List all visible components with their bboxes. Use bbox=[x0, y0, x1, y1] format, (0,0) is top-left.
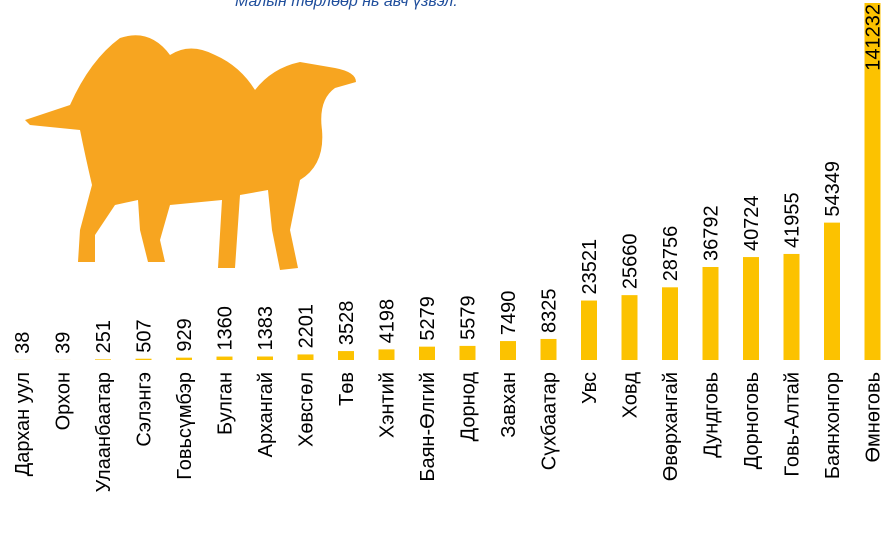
bar bbox=[176, 357, 192, 360]
x-tick-label: Увс bbox=[579, 372, 601, 404]
x-tick-label: Сүхбаатар bbox=[539, 372, 561, 470]
value-label: 28756 bbox=[660, 226, 682, 282]
value-label: 38 bbox=[12, 332, 34, 354]
bar bbox=[540, 338, 557, 360]
x-tick-label: Ховд bbox=[620, 372, 642, 419]
value-label: 251 bbox=[93, 320, 115, 353]
value-label: 3528 bbox=[336, 301, 358, 346]
x-tick-label: Орхон bbox=[53, 372, 75, 430]
value-label: 36792 bbox=[701, 205, 723, 261]
bar bbox=[621, 295, 638, 360]
value-label: 40724 bbox=[741, 195, 763, 251]
value-label: 929 bbox=[174, 318, 196, 351]
x-tick-label: Өмнөговь bbox=[863, 372, 884, 463]
value-label: 141232 bbox=[863, 4, 884, 71]
x-tick-label: Завхан bbox=[498, 372, 520, 438]
bar bbox=[95, 359, 111, 360]
bar bbox=[581, 300, 597, 360]
bar bbox=[702, 266, 719, 360]
camel-illustration bbox=[25, 35, 356, 270]
x-tick-label: Сэлэнгэ bbox=[134, 372, 156, 447]
x-tick-label: Хэнтий bbox=[377, 372, 399, 438]
value-label: 1360 bbox=[215, 306, 237, 351]
x-tick-label: Дорнод bbox=[458, 372, 480, 442]
value-label: 7490 bbox=[498, 291, 520, 336]
x-tick-label: Говь-Алтай bbox=[782, 372, 804, 477]
subtitle: Малын төрлөөр нь авч үзвэл. bbox=[235, 0, 458, 10]
x-tick-label: Дундговь bbox=[701, 372, 723, 458]
x-tick-label: Улаанбаатар bbox=[93, 372, 115, 492]
x-tick-label: Баянхонгор bbox=[822, 372, 844, 479]
bar bbox=[459, 345, 476, 360]
bar bbox=[338, 351, 354, 360]
bar bbox=[743, 257, 759, 360]
value-label: 23521 bbox=[579, 239, 601, 295]
x-tick-label: Төв bbox=[336, 372, 358, 406]
value-label: 25660 bbox=[620, 234, 642, 290]
x-tick-label: Өвөрхангай bbox=[660, 372, 682, 481]
bar bbox=[216, 356, 233, 360]
bar bbox=[257, 356, 273, 360]
x-tick-label: Булган bbox=[215, 372, 237, 435]
x-tick-label: Дорноговь bbox=[741, 372, 763, 469]
value-label: 4198 bbox=[377, 299, 399, 344]
x-tick-label: Хөвсгөл bbox=[296, 372, 318, 447]
bar bbox=[135, 358, 152, 360]
bar bbox=[662, 287, 678, 360]
bar bbox=[297, 354, 314, 360]
bar bbox=[824, 222, 840, 360]
value-label: 8325 bbox=[539, 288, 561, 333]
value-label: 41955 bbox=[782, 192, 804, 248]
x-tick-label: Дархан уул bbox=[12, 372, 34, 476]
bar bbox=[378, 349, 395, 360]
bar bbox=[864, 3, 881, 360]
value-label: 2201 bbox=[296, 304, 318, 349]
x-tick-label: Говьсүмбэр bbox=[174, 372, 196, 480]
x-tick-label: Архангай bbox=[255, 372, 277, 457]
bar bbox=[419, 346, 435, 360]
bar bbox=[783, 253, 800, 360]
bar bbox=[500, 341, 516, 360]
value-label: 39 bbox=[53, 332, 75, 354]
x-tick-label: Баян-Өлгий bbox=[417, 372, 439, 482]
value-label: 507 bbox=[134, 319, 156, 352]
value-label: 54349 bbox=[822, 161, 844, 217]
value-label: 5279 bbox=[417, 296, 439, 341]
value-label: 1383 bbox=[255, 306, 277, 351]
value-label: 5579 bbox=[458, 295, 480, 340]
